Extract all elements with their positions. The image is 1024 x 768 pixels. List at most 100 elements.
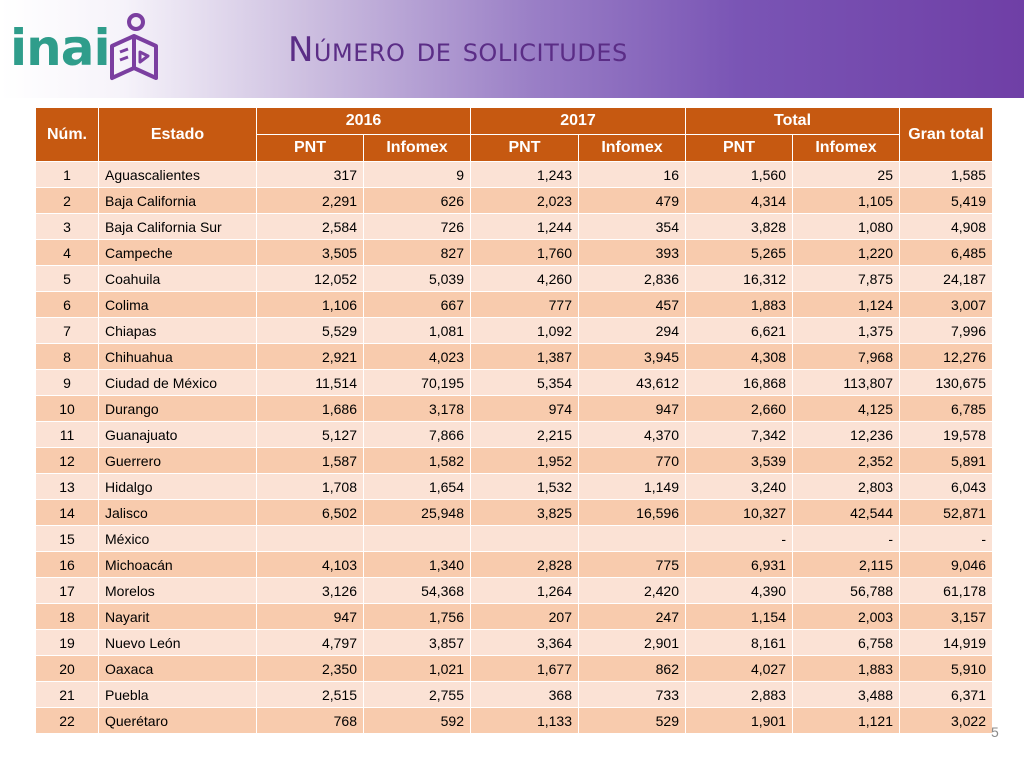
cell-gran-total: 19,578 [899, 421, 993, 448]
cell-num: 18 [35, 603, 99, 630]
cell-estado: Coahuila [98, 265, 257, 292]
cell-pnt-2016: 2,350 [256, 655, 364, 682]
cell-pnt-2017: 4,260 [470, 265, 579, 292]
cell-infomex-2016: 592 [363, 707, 471, 734]
cell-infomex-2016: 2,755 [363, 681, 471, 708]
cell-pnt-2016: 2,291 [256, 187, 364, 214]
cell-pnt-2017: 207 [470, 603, 579, 630]
table-row: 10 Durango 1,686 3,178 974 947 2,660 4,125 6,785 [35, 395, 993, 422]
cell-infomex-2017: 354 [578, 213, 686, 240]
cell-estado: Puebla [98, 681, 257, 708]
cell-pnt-2017: 1,244 [470, 213, 579, 240]
cell-pnt-total: 3,539 [685, 447, 793, 474]
cell-num: 19 [35, 629, 99, 656]
cell-pnt-2016: 2,515 [256, 681, 364, 708]
cell-estado: Guanajuato [98, 421, 257, 448]
cell-pnt-2016: 4,797 [256, 629, 364, 656]
cell-pnt-total: 2,883 [685, 681, 793, 708]
header-pnt-total: PNT [685, 134, 793, 162]
cell-estado: Morelos [98, 577, 257, 604]
cell-pnt-2017: 3,825 [470, 499, 579, 526]
cell-infomex-2017: 16 [578, 161, 686, 188]
cell-infomex-total: 42,544 [792, 499, 900, 526]
cell-pnt-total: 3,240 [685, 473, 793, 500]
cell-pnt-2016: 947 [256, 603, 364, 630]
table-row: 5 Coahuila 12,052 5,039 4,260 2,836 16,312 7,87… [35, 265, 993, 292]
cell-pnt-2016 [256, 525, 364, 552]
cell-estado: Aguascalientes [98, 161, 257, 188]
header-estado: Estado [98, 107, 257, 162]
cell-pnt-2016: 5,127 [256, 421, 364, 448]
cell-infomex-total: 2,003 [792, 603, 900, 630]
inai-book-person-icon [110, 13, 158, 80]
cell-infomex-2017: 479 [578, 187, 686, 214]
table-row: 12 Guerrero 1,587 1,582 1,952 770 3,539 2,352 5,… [35, 447, 993, 474]
cell-infomex-2017: 529 [578, 707, 686, 734]
cell-num: 1 [35, 161, 99, 188]
cell-infomex-2016 [363, 525, 471, 552]
cell-pnt-2017: 3,364 [470, 629, 579, 656]
cell-infomex-total: 1,121 [792, 707, 900, 734]
cell-estado: Hidalgo [98, 473, 257, 500]
header-total: Total [685, 107, 900, 135]
cell-infomex-2016: 1,756 [363, 603, 471, 630]
cell-infomex-2016: 3,178 [363, 395, 471, 422]
cell-pnt-total: 4,390 [685, 577, 793, 604]
cell-pnt-2016: 768 [256, 707, 364, 734]
cell-infomex-total: - [792, 525, 900, 552]
cell-num: 9 [35, 369, 99, 396]
cell-gran-total: 14,919 [899, 629, 993, 656]
cell-infomex-2017: 733 [578, 681, 686, 708]
cell-infomex-2017: 770 [578, 447, 686, 474]
cell-infomex-2017: 1,149 [578, 473, 686, 500]
cell-pnt-total: 1,901 [685, 707, 793, 734]
cell-pnt-total: 4,314 [685, 187, 793, 214]
cell-infomex-2016: 54,368 [363, 577, 471, 604]
header-infomex-total: Infomex [792, 134, 900, 162]
cell-infomex-2016: 7,866 [363, 421, 471, 448]
cell-infomex-total: 3,488 [792, 681, 900, 708]
header-pnt-2016: PNT [256, 134, 364, 162]
cell-pnt-total: 1,883 [685, 291, 793, 318]
cell-infomex-total: 1,080 [792, 213, 900, 240]
cell-gran-total: 12,276 [899, 343, 993, 370]
cell-gran-total: 6,043 [899, 473, 993, 500]
cell-pnt-2017: 974 [470, 395, 579, 422]
cell-gran-total: 5,891 [899, 447, 993, 474]
table-row: 19 Nuevo León 4,797 3,857 3,364 2,901 8,161 6,7… [35, 629, 993, 656]
cell-gran-total: 130,675 [899, 369, 993, 396]
cell-pnt-2017: 368 [470, 681, 579, 708]
cell-pnt-total: 6,931 [685, 551, 793, 578]
cell-pnt-2017: 1,532 [470, 473, 579, 500]
cell-num: 3 [35, 213, 99, 240]
cell-pnt-2017: 5,354 [470, 369, 579, 396]
table-row: 3 Baja California Sur 2,584 726 1,244 354 3,82… [35, 213, 993, 240]
cell-pnt-2017: 1,092 [470, 317, 579, 344]
cell-infomex-total: 4,125 [792, 395, 900, 422]
cell-pnt-2017: 1,133 [470, 707, 579, 734]
table-row: 14 Jalisco 6,502 25,948 3,825 16,596 10,327 42,… [35, 499, 993, 526]
cell-infomex-2017 [578, 525, 686, 552]
cell-infomex-total: 2,352 [792, 447, 900, 474]
cell-infomex-2017: 4,370 [578, 421, 686, 448]
cell-pnt-2017: 1,264 [470, 577, 579, 604]
cell-num: 8 [35, 343, 99, 370]
cell-infomex-total: 1,883 [792, 655, 900, 682]
table-row: 4 Campeche 3,505 827 1,760 393 5,265 1,220 6,485 [35, 239, 993, 266]
cell-num: 13 [35, 473, 99, 500]
cell-infomex-2016: 726 [363, 213, 471, 240]
cell-infomex-2017: 294 [578, 317, 686, 344]
cell-pnt-2017: 777 [470, 291, 579, 318]
requests-table: Núm. Estado 2016 2017 Total Gran total P… [35, 107, 993, 734]
table-row: 1 Aguascalientes 317 9 1,243 16 1,560 25 1,585 [35, 161, 993, 188]
cell-infomex-2016: 5,039 [363, 265, 471, 292]
cell-gran-total: 1,585 [899, 161, 993, 188]
table-body: 1 Aguascalientes 317 9 1,243 16 1,560 25 1,585 2 B… [35, 161, 993, 734]
cell-infomex-2016: 1,021 [363, 655, 471, 682]
cell-gran-total: 6,485 [899, 239, 993, 266]
cell-infomex-total: 6,758 [792, 629, 900, 656]
cell-pnt-2016: 1,708 [256, 473, 364, 500]
cell-pnt-total: 4,308 [685, 343, 793, 370]
cell-infomex-2017: 862 [578, 655, 686, 682]
cell-infomex-2016: 3,857 [363, 629, 471, 656]
